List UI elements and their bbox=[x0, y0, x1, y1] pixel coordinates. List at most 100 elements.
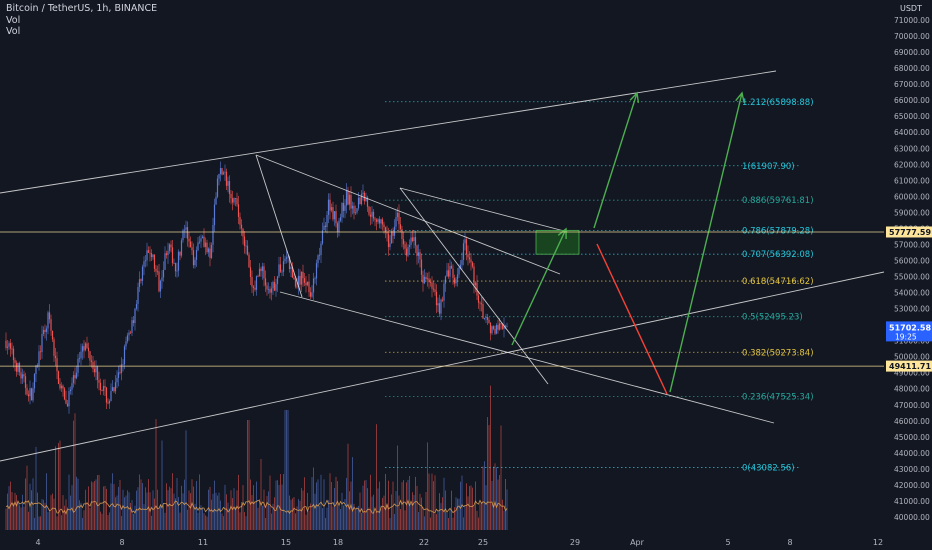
candle-body bbox=[243, 236, 246, 246]
volume-bar bbox=[323, 479, 325, 530]
candle-body bbox=[17, 363, 19, 372]
candle-body bbox=[38, 351, 40, 367]
candle-body bbox=[42, 329, 45, 335]
trend-line[interactable] bbox=[399, 187, 549, 385]
candle-body bbox=[416, 245, 418, 256]
last-price-label[interactable]: 51702.58 bbox=[889, 323, 931, 332]
volume-bar bbox=[331, 482, 332, 530]
candle-body bbox=[210, 244, 213, 258]
candle-body bbox=[321, 230, 324, 244]
price-tick-label: 48000.00 bbox=[894, 385, 930, 394]
volume-bar bbox=[236, 490, 238, 530]
candle-body bbox=[272, 282, 274, 289]
volume-bar bbox=[202, 508, 203, 530]
volume-bar bbox=[463, 517, 464, 530]
candle-body bbox=[374, 218, 376, 220]
trend-line[interactable] bbox=[0, 70, 777, 194]
volume-bar bbox=[121, 516, 122, 530]
indicator-label-vol-2[interactable]: Vol bbox=[6, 26, 21, 37]
fib-level-label: 1(61907.90) bbox=[742, 162, 795, 172]
trend-line[interactable] bbox=[399, 187, 569, 233]
candle-body bbox=[213, 204, 216, 226]
volume-bar bbox=[151, 515, 152, 530]
candle-body bbox=[137, 287, 139, 304]
projection-up-to-target[interactable] bbox=[593, 92, 638, 229]
target-zone-box[interactable] bbox=[535, 229, 580, 255]
candle-body bbox=[47, 312, 49, 329]
horizontal-levels[interactable] bbox=[0, 231, 884, 367]
candle-body bbox=[459, 264, 462, 268]
time-tick-label: 25 bbox=[478, 538, 488, 547]
level-low-label[interactable]: 49411.71 bbox=[889, 362, 931, 371]
candle-body bbox=[95, 366, 97, 373]
volume-bar bbox=[83, 510, 85, 530]
candle-body bbox=[98, 380, 100, 383]
candle-body bbox=[306, 281, 309, 286]
volume-bar bbox=[475, 481, 476, 530]
volume-bar bbox=[412, 492, 413, 530]
volume-bar bbox=[251, 495, 253, 530]
candle-body bbox=[395, 217, 397, 227]
volume-bar bbox=[380, 505, 382, 530]
volume-bar bbox=[415, 476, 416, 530]
candle-body bbox=[261, 266, 264, 272]
projection-arrows[interactable] bbox=[511, 91, 745, 395]
candle-body bbox=[399, 224, 402, 230]
candle-body bbox=[375, 219, 378, 222]
volume-bar bbox=[26, 465, 28, 530]
trend-line[interactable] bbox=[255, 154, 303, 298]
projection-up-to-zone[interactable] bbox=[511, 228, 567, 346]
volume-bar bbox=[275, 480, 277, 530]
volume-bar bbox=[379, 481, 380, 530]
volume-bar bbox=[101, 513, 103, 530]
volume-bar bbox=[196, 481, 197, 530]
volume-bar bbox=[127, 490, 128, 530]
volume-bar bbox=[293, 497, 295, 530]
level-high-label-bg bbox=[886, 226, 932, 238]
volume-bar bbox=[20, 507, 22, 530]
candle-body bbox=[128, 332, 130, 336]
volume-bar bbox=[494, 463, 496, 530]
candle-body bbox=[231, 198, 234, 203]
candle-body bbox=[369, 214, 372, 217]
volume-bar bbox=[86, 503, 88, 530]
price-tick-label: 56000.00 bbox=[894, 256, 930, 265]
price-axis-background bbox=[886, 0, 932, 550]
trend-line[interactable] bbox=[255, 154, 561, 275]
candle-body bbox=[290, 267, 292, 270]
candle-body bbox=[221, 168, 223, 175]
candle-body bbox=[72, 375, 75, 384]
time-tick-label: 29 bbox=[570, 538, 580, 547]
projection-up-from-support[interactable] bbox=[669, 92, 743, 393]
fib-level-label: 0.707(56392.08) bbox=[742, 250, 814, 260]
volume-bar bbox=[175, 498, 176, 530]
trend-line[interactable] bbox=[279, 291, 775, 424]
time-axis[interactable]: 4 8 11 15 18 22 25 29 Apr 5 8 12 bbox=[35, 538, 883, 547]
projection-down-to-support[interactable] bbox=[596, 243, 668, 395]
candle-body bbox=[398, 212, 400, 225]
volume-bar bbox=[19, 505, 20, 530]
candle-body bbox=[32, 388, 34, 401]
volume-bar bbox=[290, 499, 292, 530]
indicator-label-vol-1[interactable]: Vol bbox=[6, 15, 21, 26]
price-tick-label: 55000.00 bbox=[894, 273, 930, 282]
candle-body bbox=[62, 385, 64, 389]
volume-bar bbox=[340, 509, 341, 530]
candle-body bbox=[156, 271, 159, 273]
volume-bar bbox=[316, 482, 317, 530]
volume-bar bbox=[361, 512, 362, 530]
volume-bar bbox=[302, 490, 304, 530]
currency-label[interactable]: USDT bbox=[900, 4, 922, 13]
candle-body bbox=[365, 197, 367, 202]
candle-body bbox=[87, 347, 90, 352]
volume-bar bbox=[154, 498, 155, 530]
candle-body bbox=[410, 237, 412, 245]
volume-bar bbox=[52, 493, 53, 530]
level-high-label[interactable]: 57777.59 bbox=[889, 228, 931, 237]
price-axis[interactable]: USDT 71000.00 70000.00 69000.00 68000.00 6700… bbox=[886, 0, 932, 550]
volume-bar bbox=[286, 410, 287, 530]
candle-body bbox=[284, 258, 286, 262]
fibonacci-levels[interactable]: 1.212(65898.88) 1(61907.90) 0.886(59761.81… bbox=[385, 98, 814, 474]
candle-body bbox=[254, 288, 256, 290]
